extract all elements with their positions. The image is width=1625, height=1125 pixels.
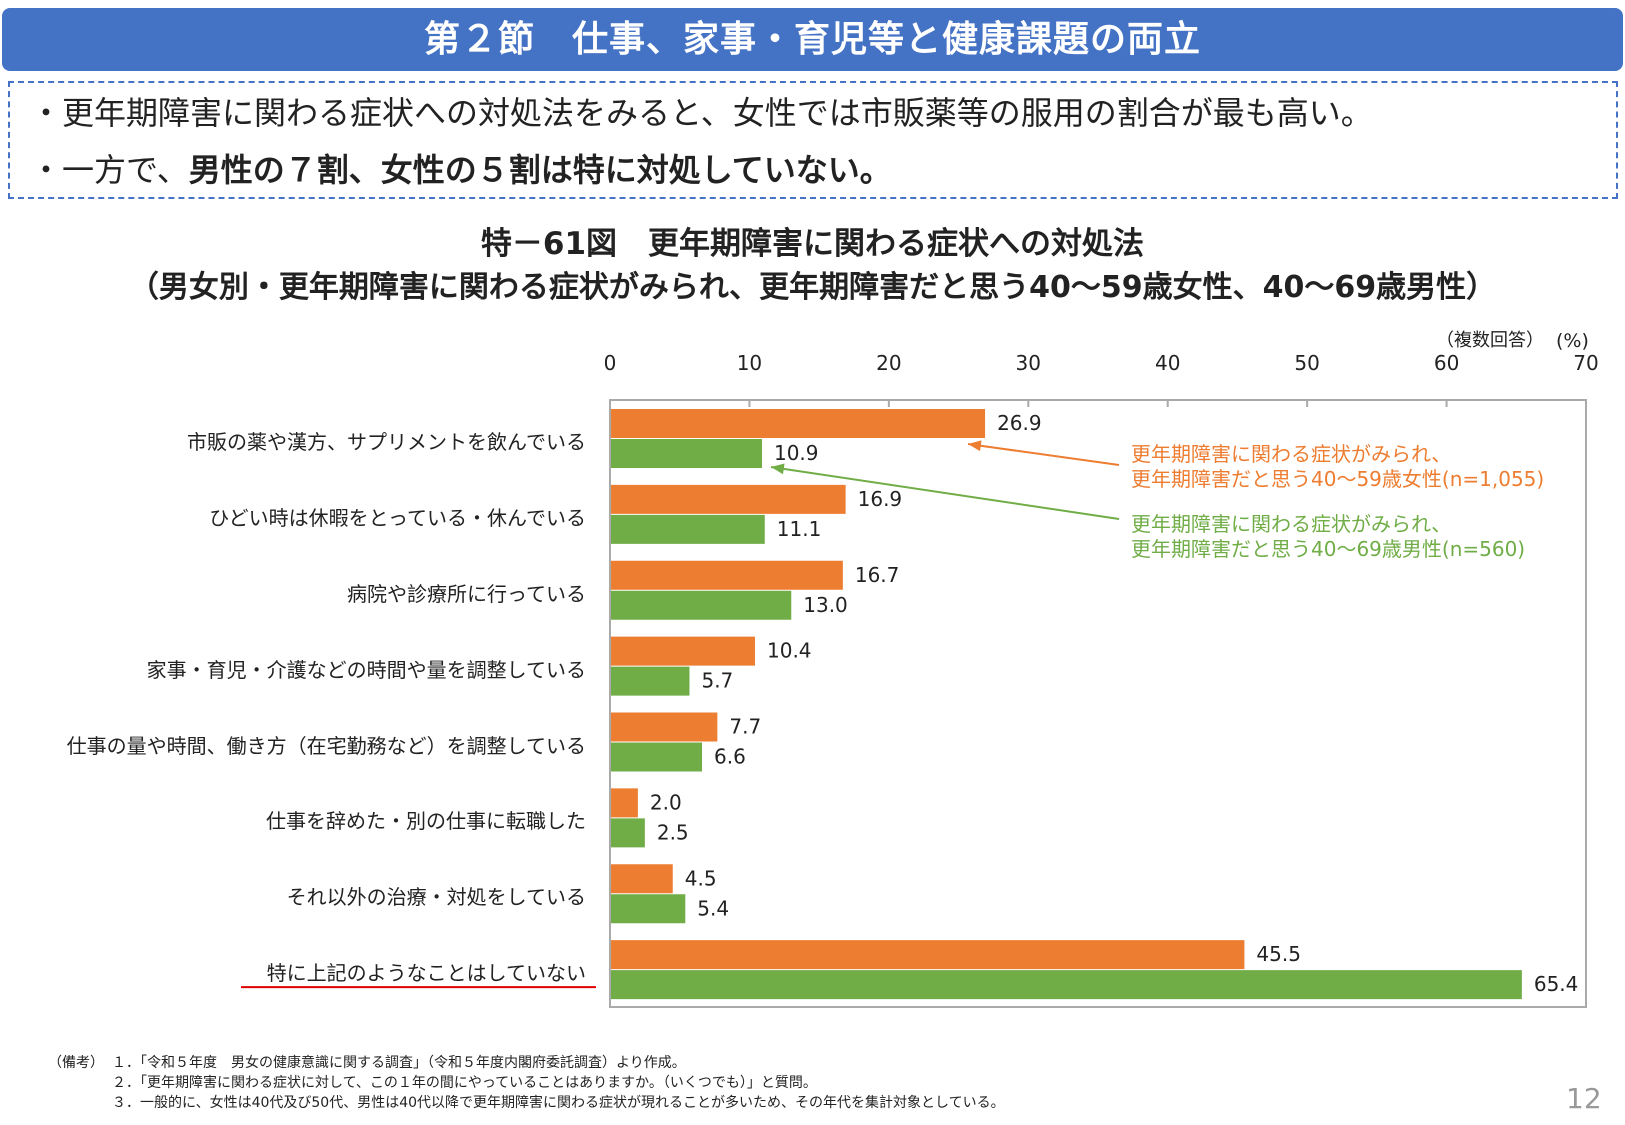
data-label: 26.9 <box>997 411 1042 435</box>
legend-female-line2: 更年期障害だと思う40～59歳女性(n=1,055) <box>1131 467 1545 491</box>
bar-male <box>611 439 762 468</box>
x-tick-label: 70 <box>1573 351 1598 375</box>
x-tick-label: 60 <box>1434 351 1459 375</box>
section-header: 第２節 仕事、家事・育児等と健康課題の両立 <box>2 8 1623 71</box>
page-number: 12 <box>1566 1082 1602 1115</box>
bar-female <box>611 636 756 666</box>
category-label: 仕事の量や時間、働き方（在宅勤務など）を調整している <box>66 733 586 758</box>
bar-female <box>611 940 1245 970</box>
summary-box <box>8 81 1618 199</box>
x-tick-label: 50 <box>1294 351 1319 375</box>
bar-female <box>611 484 846 514</box>
footnote-1: １．「令和５年度 男女の健康意識に関する調査」（令和５年度内閣府委託調査）より作… <box>112 1055 686 1071</box>
data-label: 2.0 <box>650 790 682 814</box>
data-label: 11.1 <box>777 517 822 541</box>
chart-title: 特－61図 更年期障害に関わる症状への対処法 <box>480 226 1145 262</box>
legend-arrow-male <box>770 466 1120 520</box>
bar-male <box>611 666 690 696</box>
category-label: 家事・育児・介護などの時間や量を調整している <box>146 657 586 682</box>
category-label: ひどい時は休暇をとっている・休んでいる <box>209 505 586 530</box>
data-label: 16.7 <box>855 563 900 587</box>
category-label: 特に上記のようなことはしていない <box>266 961 586 986</box>
plot-frame <box>609 399 1587 1008</box>
x-tick-label: 10 <box>737 351 762 375</box>
bar-male <box>611 514 765 544</box>
legend-male-line2: 更年期障害だと思う40～69歳男性(n=560) <box>1131 537 1526 561</box>
data-label: 16.9 <box>858 487 903 511</box>
bar-female <box>611 712 718 742</box>
legend-male: 更年期障害に関わる症状がみられ、 更年期障害だと思う40～69歳男性(n=560) <box>1131 512 1525 562</box>
legend-arrow-female <box>967 443 1120 466</box>
chart-note: （複数回答） <box>1436 330 1544 351</box>
data-label: 4.5 <box>685 866 717 890</box>
bar-male <box>611 818 645 848</box>
data-label: 13.0 <box>803 593 848 617</box>
category-label: 市販の薬や漢方、サプリメントを飲んでいる <box>187 430 586 454</box>
x-tick-label: 40 <box>1155 351 1180 375</box>
footnote-label: （備考） <box>48 1055 104 1071</box>
bar-male <box>611 894 686 924</box>
summary-bullet-1: ・更年期障害に関わる症状への対処法をみると、女性では市販薬等の服用の割合が最も高… <box>30 94 1373 132</box>
legend-male-line1: 更年期障害に関わる症状がみられ、 <box>1131 512 1452 536</box>
x-tick-label: 20 <box>876 351 901 375</box>
legend-arrow-male-head <box>771 463 785 475</box>
x-tick-label: 0 <box>604 351 617 375</box>
bar-female <box>611 409 986 438</box>
category-label: 病院や診療所に行っている <box>347 581 586 606</box>
category-label: 仕事を辞めた・別の仕事に転職した <box>266 809 586 834</box>
legend-female: 更年期障害に関わる症状がみられ、 更年期障害だと思う40～59歳女性(n=1,05… <box>1131 442 1544 492</box>
data-label: 45.5 <box>1256 942 1301 966</box>
bar-female <box>611 788 638 818</box>
data-label: 65.4 <box>1534 972 1579 996</box>
summary-bullet-2: ・一方で、男性の７割、女性の５割は特に対処していない。 <box>30 145 892 191</box>
legend-arrow-female-head <box>968 440 982 452</box>
bar-male <box>611 590 792 620</box>
bullet-2-bold: 男性の７割、女性の５割は特に対処していない。 <box>188 151 892 189</box>
bar-female <box>611 560 843 590</box>
data-label: 10.4 <box>767 639 812 663</box>
legend-female-line1: 更年期障害に関わる症状がみられ、 <box>1131 442 1452 466</box>
footnote-3: ３．一般的に、女性は40代及び50代、男性は40代以降で更年期障害に関わる症状が… <box>112 1095 1005 1111</box>
chart-unit: (%) <box>1556 330 1589 352</box>
category-label: それ以外の治療・対処をしている <box>286 885 586 910</box>
data-label: 10.9 <box>774 441 819 465</box>
bar-male <box>611 742 703 772</box>
bar-female <box>611 864 673 894</box>
data-label: 7.7 <box>729 715 761 739</box>
bar-male <box>611 970 1522 1000</box>
bullet-2-prefix: ・一方で、 <box>30 151 189 189</box>
data-label: 5.4 <box>697 896 729 920</box>
footnote-2: ２．「更年期障害に関わる症状に対して、この１年の間にやっていることはありますか。… <box>112 1075 817 1091</box>
data-label: 5.7 <box>701 669 733 693</box>
data-label: 2.5 <box>657 820 689 844</box>
data-label: 6.6 <box>714 745 746 769</box>
x-tick-label: 30 <box>1016 351 1041 375</box>
chart-subtitle: （男女別・更年期障害に関わる症状がみられ、更年期障害だと思う40～59歳女性、4… <box>128 270 1497 305</box>
